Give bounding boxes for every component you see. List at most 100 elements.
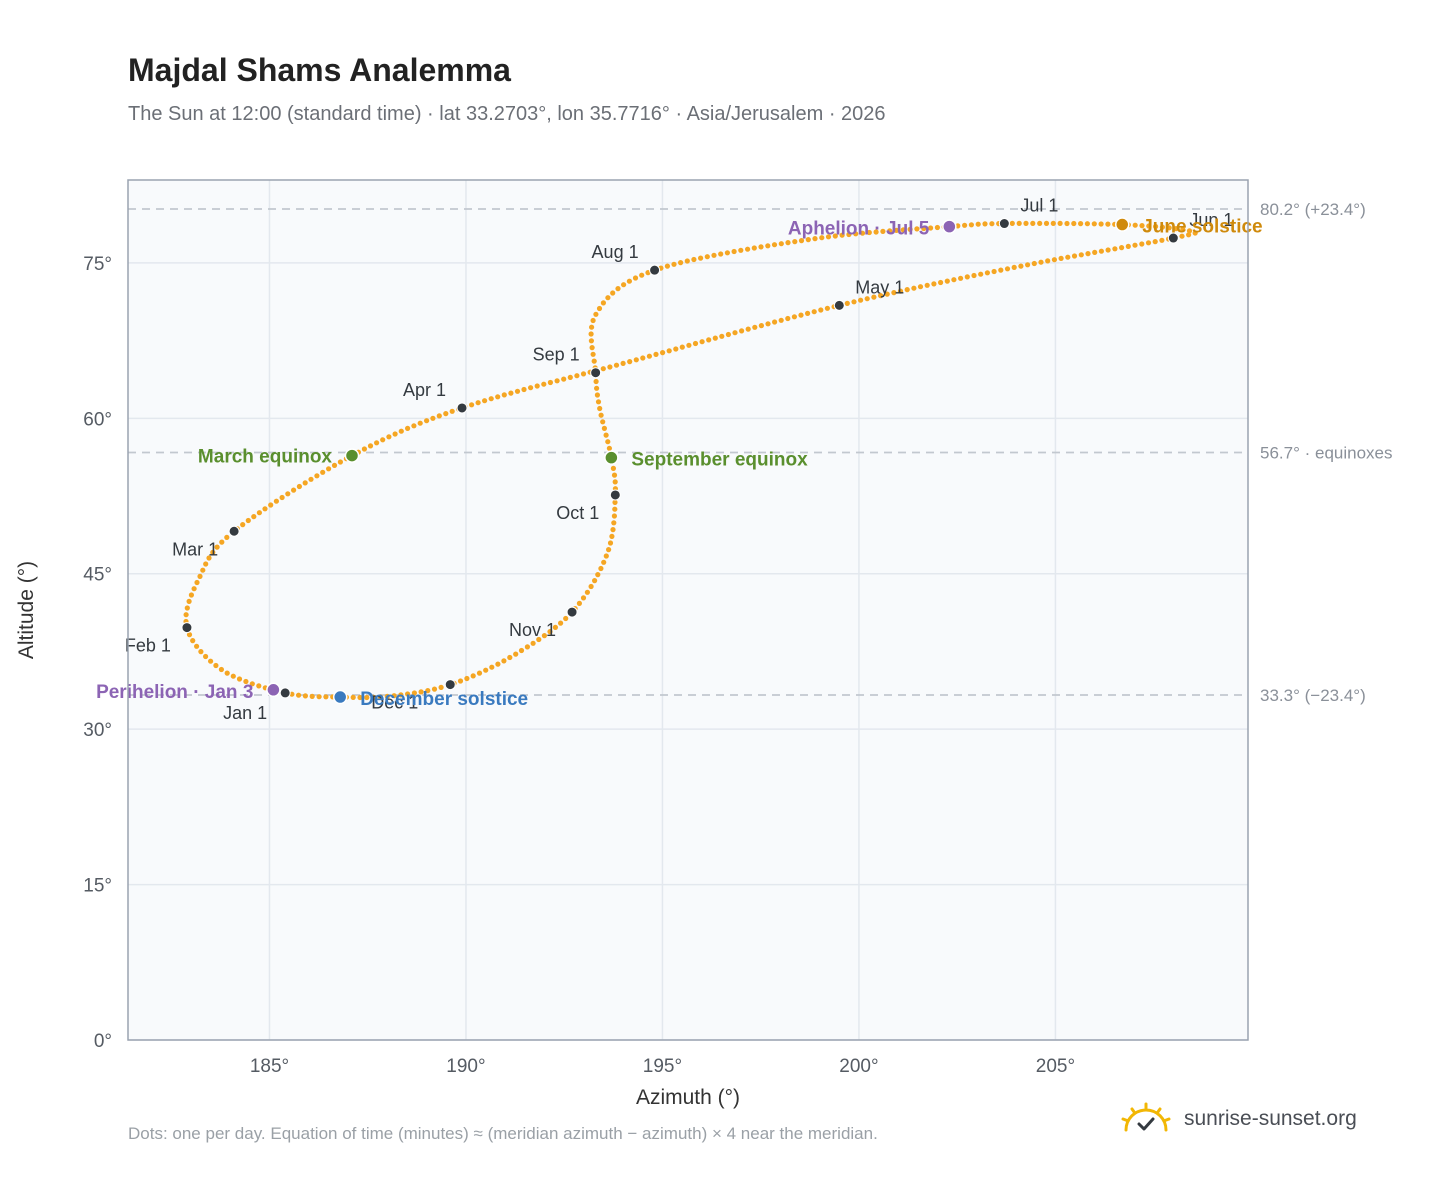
- day-dot: [594, 392, 601, 398]
- day-dot: [725, 331, 732, 338]
- day-dot: [620, 360, 626, 366]
- day-dot: [758, 244, 764, 250]
- day-dot: [1037, 220, 1043, 226]
- day-dot: [528, 385, 534, 391]
- day-dot: [405, 425, 411, 431]
- day-dot: [398, 428, 404, 434]
- day-dot: [1071, 253, 1078, 259]
- day-dot: [190, 638, 196, 644]
- month-label: Apr 1: [403, 380, 446, 400]
- day-dot: [476, 670, 483, 676]
- day-dot: [1057, 220, 1063, 226]
- day-dot: [198, 649, 204, 655]
- day-dot: [1153, 223, 1159, 230]
- day-dot: [904, 287, 910, 293]
- day-dot: [361, 446, 367, 452]
- day-dot: [296, 692, 302, 698]
- month-label: Feb 1: [125, 636, 171, 656]
- day-dot: [323, 694, 329, 700]
- day-dot: [900, 227, 906, 233]
- day-dot: [878, 293, 884, 299]
- day-dot: [1011, 264, 1017, 270]
- day-dot: [206, 555, 212, 561]
- day-dot: [240, 522, 246, 528]
- x-tick-label: 195°: [643, 1056, 682, 1077]
- day-dot: [1030, 220, 1036, 226]
- day-dot: [934, 224, 941, 231]
- day-dot: [866, 229, 872, 236]
- day-dot: [210, 549, 216, 556]
- day-dot: [200, 567, 206, 573]
- day-dot: [1098, 248, 1104, 254]
- day-dot: [871, 294, 877, 300]
- day-dot: [558, 620, 564, 626]
- day-dot: [574, 373, 580, 379]
- day-dot: [411, 690, 417, 696]
- day-dot: [273, 498, 279, 504]
- day-dot: [858, 297, 864, 303]
- day-dot: [678, 260, 684, 266]
- day-dot: [488, 396, 494, 402]
- day-dot: [1078, 252, 1084, 258]
- day-dot: [1132, 242, 1138, 248]
- plot-area: [128, 180, 1248, 1040]
- day-dot: [612, 479, 618, 485]
- day-dot: [495, 661, 501, 667]
- day-dot: [844, 300, 850, 306]
- day-dot: [380, 437, 386, 443]
- day-dot: [1045, 258, 1051, 264]
- day-dot: [418, 689, 424, 695]
- day-dot: [798, 238, 805, 244]
- day-dot: [438, 684, 444, 691]
- day-dot: [449, 408, 455, 414]
- day-dot: [880, 228, 886, 234]
- day-dot: [320, 469, 326, 475]
- day-dot: [302, 693, 308, 699]
- day-dot: [411, 423, 417, 429]
- day-dot: [595, 572, 601, 578]
- day-dot: [188, 592, 194, 598]
- day-dot: [513, 651, 519, 657]
- day-dot: [859, 230, 866, 236]
- y-tick-label: 60°: [83, 409, 112, 430]
- day-dot: [989, 221, 995, 227]
- day-dot: [846, 231, 852, 238]
- day-dot: [524, 644, 531, 650]
- day-dot: [377, 694, 384, 700]
- footnote: Dots: one per day. Equation of time (min…: [128, 1124, 878, 1143]
- day-dot: [712, 335, 718, 341]
- day-dot: [611, 472, 618, 478]
- day-dot: [1152, 239, 1158, 245]
- special-marker-label: December solstice: [360, 689, 528, 710]
- day-dot: [897, 288, 904, 294]
- day-dot: [1084, 221, 1090, 227]
- day-dot: [285, 491, 291, 497]
- day-dot: [609, 533, 615, 540]
- day-dot: [1098, 221, 1104, 227]
- special-marker-label: March equinox: [198, 447, 333, 468]
- brand[interactable]: sunrise-sunset.org: [1120, 1102, 1357, 1136]
- day-dot: [482, 398, 488, 404]
- day-dot: [541, 381, 547, 387]
- day-dot: [316, 694, 322, 700]
- day-dot: [589, 345, 595, 351]
- day-dot: [851, 299, 857, 305]
- day-dot: [483, 667, 489, 673]
- day-dot: [812, 236, 818, 242]
- day-dot: [475, 400, 481, 406]
- day-dot: [968, 222, 975, 228]
- special-marker: [266, 682, 281, 698]
- day-dot: [302, 480, 308, 486]
- day-dot: [704, 254, 710, 260]
- day-dot: [219, 539, 225, 545]
- day-dot: [350, 694, 356, 701]
- day-dot: [1139, 223, 1145, 229]
- day-dot: [309, 693, 315, 700]
- brand-text[interactable]: sunrise-sunset.org: [1184, 1107, 1357, 1130]
- special-markers: March equinox September equinox December s…: [96, 217, 1263, 710]
- day-dot: [249, 681, 255, 687]
- day-dot: [600, 300, 607, 306]
- day-dot: [621, 282, 627, 288]
- day-dot: [891, 290, 897, 296]
